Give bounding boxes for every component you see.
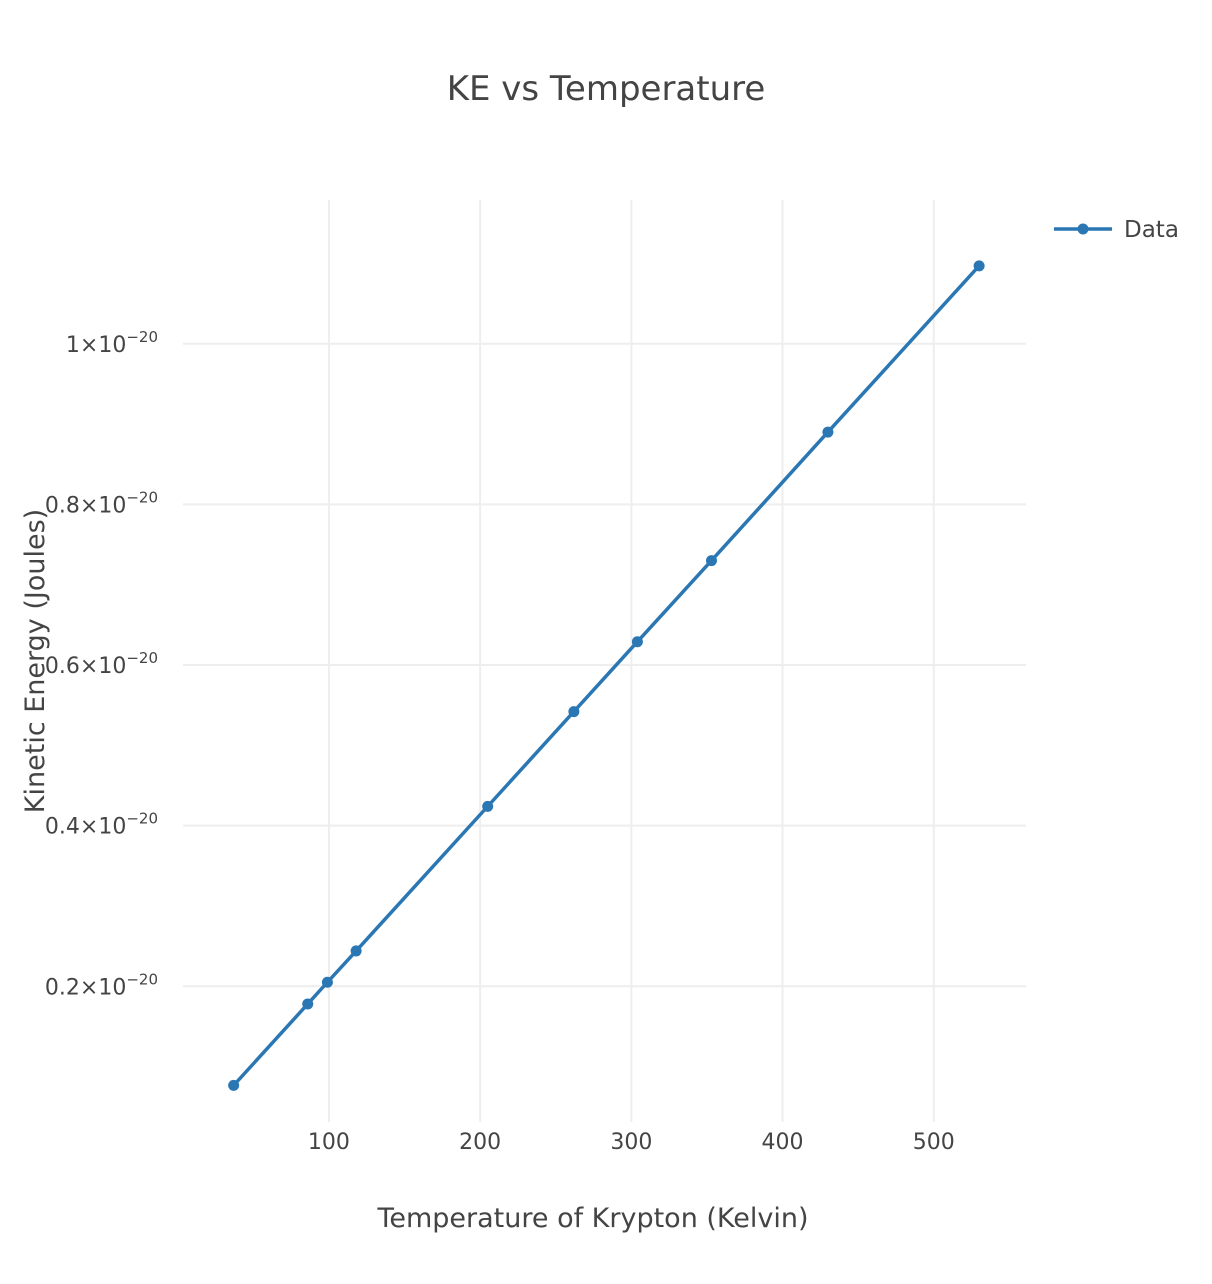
chart-title: KE vs Temperature — [447, 69, 766, 109]
legend[interactable]: Data — [1054, 217, 1179, 243]
data-point[interactable] — [228, 1079, 240, 1091]
x-tick-label: 500 — [913, 1130, 955, 1155]
x-tick-label: 200 — [459, 1130, 501, 1155]
y-axis-title: Kinetic Energy (Joules) — [20, 509, 51, 813]
y-tick-label: 0.4×10−20 — [45, 810, 158, 840]
legend-label[interactable]: Data — [1124, 217, 1179, 243]
legend-marker-swatch — [1077, 223, 1089, 235]
data-point[interactable] — [631, 636, 643, 648]
x-axis-ticks: 100 200 300 400 500 — [308, 1130, 955, 1155]
series-line-data — [232, 264, 981, 1087]
data-point[interactable] — [705, 555, 717, 567]
y-tick-label: 0.8×10−20 — [45, 488, 158, 518]
data-point[interactable] — [482, 800, 494, 812]
data-point[interactable] — [568, 706, 580, 718]
y-tick-label: 0.6×10−20 — [45, 649, 158, 679]
x-tick-label: 300 — [610, 1130, 652, 1155]
x-tick-label: 400 — [762, 1130, 804, 1155]
data-point[interactable] — [321, 976, 333, 988]
y-tick-label: 0.2×10−20 — [45, 970, 158, 1000]
series-layer — [228, 260, 985, 1091]
grid-layer — [183, 200, 1026, 1122]
data-point[interactable] — [350, 945, 362, 957]
y-tick-label: 1×10−20 — [66, 328, 158, 358]
data-point[interactable] — [973, 260, 985, 272]
y-axis-ticks: 0.2×10−20 0.4×10−20 0.6×10−20 0.8×10−20 1×10… — [45, 328, 158, 1001]
x-tick-label: 100 — [308, 1130, 350, 1155]
x-axis-title: Temperature of Krypton (Kelvin) — [376, 1203, 808, 1234]
data-point[interactable] — [302, 998, 314, 1010]
data-point[interactable] — [822, 426, 834, 438]
